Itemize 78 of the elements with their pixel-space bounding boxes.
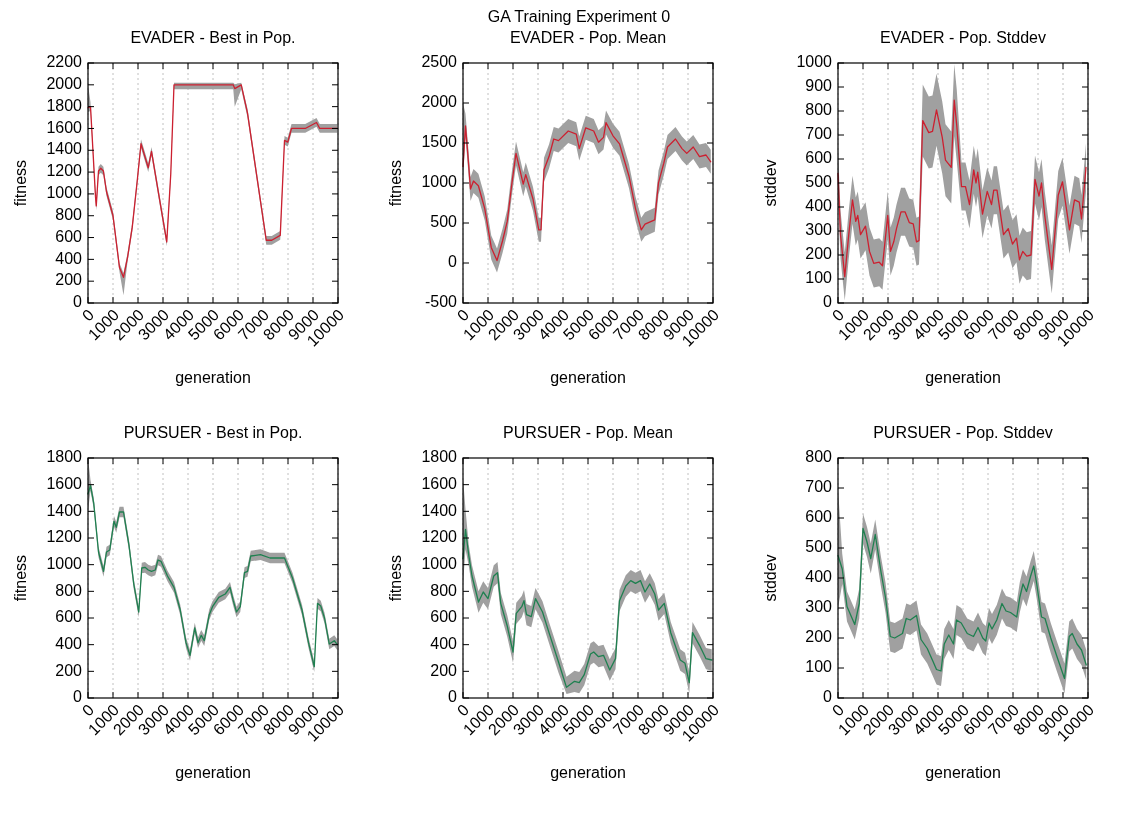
y-tick-label: 200 (55, 661, 83, 679)
y-tick-label: 200 (55, 271, 83, 289)
y-axis-title: fitness (12, 159, 29, 207)
y-tick-label: 500 (805, 173, 833, 191)
y-tick-label: 600 (805, 149, 833, 167)
y-tick-label: 2500 (421, 53, 458, 71)
y-tick-label: 600 (805, 508, 833, 526)
y-axis-title: stddev (762, 554, 779, 602)
y-tick-label: 0 (823, 688, 833, 706)
y-axis-title: stddev (762, 159, 779, 207)
y-tick-label: 2200 (46, 53, 83, 71)
y-tick-label: 200 (805, 245, 833, 263)
x-axis-title: generation (925, 764, 1001, 781)
y-axis-title: fitness (387, 554, 404, 602)
y-tick-label: 0 (823, 293, 833, 311)
y-tick-label: 1600 (421, 474, 458, 492)
y-tick-label: 100 (805, 269, 833, 287)
y-tick-label: 1400 (46, 501, 83, 519)
y-tick-label: 1500 (421, 133, 458, 151)
y-tick-label: 500 (430, 213, 458, 231)
chart-title: PURSUER - Pop. Stddev (873, 424, 1053, 441)
x-axis-title: generation (925, 369, 1001, 386)
y-tick-label: 0 (448, 688, 458, 706)
y-tick-label: 600 (55, 227, 83, 245)
y-tick-label: 700 (805, 125, 833, 143)
y-tick-label: 1000 (46, 184, 83, 202)
y-tick-label: 0 (448, 253, 458, 271)
y-tick-label: 800 (430, 581, 458, 599)
y-axis-title: fitness (12, 554, 29, 602)
y-tick-label: 400 (805, 568, 833, 586)
chart-title: EVADER - Pop. Mean (509, 29, 667, 46)
y-tick-label: 1800 (46, 448, 83, 466)
y-tick-label: 1600 (46, 474, 83, 492)
y-tick-label: 1200 (46, 162, 83, 180)
y-tick-label: 0 (73, 688, 83, 706)
y-tick-label: 800 (55, 581, 83, 599)
y-tick-label: 600 (55, 608, 83, 626)
x-axis-title: generation (175, 369, 251, 386)
y-tick-label: 1400 (46, 140, 83, 158)
y-tick-label: 700 (805, 478, 833, 496)
y-tick-label: 400 (430, 634, 458, 652)
y-tick-label: 1800 (46, 96, 83, 114)
y-tick-label: 800 (805, 101, 833, 119)
y-tick-label: 1200 (46, 528, 83, 546)
y-tick-label: 600 (430, 608, 458, 626)
y-tick-label: 1000 (421, 173, 458, 191)
y-tick-label: 900 (805, 77, 833, 95)
y-tick-label: 200 (430, 661, 458, 679)
y-tick-label: 0 (73, 293, 83, 311)
y-tick-label: 100 (805, 658, 833, 676)
y-tick-label: 1000 (421, 554, 458, 572)
text: GA Training Experiment 0 (487, 8, 671, 25)
y-tick-label: 2000 (421, 93, 458, 111)
chart-title: EVADER - Pop. Stddev (880, 29, 1046, 46)
y-tick-label: 1800 (421, 448, 458, 466)
chart-title: PURSUER - Pop. Mean (503, 424, 673, 441)
y-tick-label: 300 (805, 598, 833, 616)
y-tick-label: 800 (805, 448, 833, 466)
y-tick-label: 500 (805, 538, 833, 556)
y-tick-label: -500 (424, 293, 458, 311)
y-tick-label: 400 (55, 249, 83, 267)
x-axis-title: generation (550, 369, 626, 386)
y-tick-label: 200 (805, 628, 833, 646)
y-tick-label: 2000 (46, 75, 83, 93)
chart-title: PURSUER - Best in Pop. (123, 424, 303, 441)
x-axis-title: generation (175, 764, 251, 781)
x-axis-title: generation (550, 764, 626, 781)
y-tick-label: 800 (55, 205, 83, 223)
y-tick-label: 400 (55, 634, 83, 652)
y-tick-label: 300 (805, 221, 833, 239)
y-tick-label: 400 (805, 197, 833, 215)
y-tick-label: 1600 (46, 118, 83, 136)
y-tick-label: 1400 (421, 501, 458, 519)
y-tick-label: 1000 (796, 53, 833, 71)
chart-title: EVADER - Best in Pop. (130, 29, 296, 46)
y-axis-title: fitness (387, 159, 404, 207)
y-tick-label: 1000 (46, 554, 83, 572)
y-tick-label: 1200 (421, 528, 458, 546)
